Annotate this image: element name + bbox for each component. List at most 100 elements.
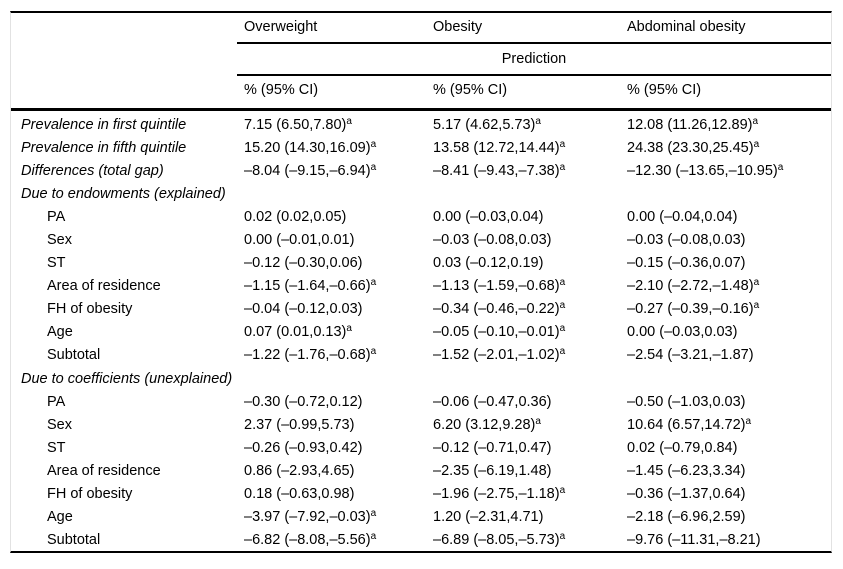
value-cell: 0.86 (–2.93,4.65) <box>244 462 355 479</box>
significance-superscript: a <box>752 116 759 127</box>
significance-superscript: a <box>559 139 566 151</box>
row-label: Area of residence <box>47 462 161 479</box>
col-header-overweight: Overweight <box>237 13 426 44</box>
value-cell: –12.30 (–13.65,–10.95)a <box>627 162 784 180</box>
value-cell: –0.26 (–0.93,0.42) <box>244 439 363 456</box>
value-cell: –0.03 (–0.08,0.03) <box>433 232 552 249</box>
value-cell: 24.38 (23.30,25.45)a <box>627 139 760 157</box>
value-cell: 0.00 (–0.01,0.01) <box>244 232 355 249</box>
significance-superscript: a <box>346 323 352 335</box>
table-row: Age –3.97 (–7.92,–0.03)a 1.20 (–2.31,4.71)… <box>11 506 831 529</box>
row-label: Age <box>47 324 73 341</box>
value-cell: –3.97 (–7.92,–0.03)a <box>244 507 377 525</box>
value-cell: –1.96 (–2.75,–1.18)a <box>433 484 566 502</box>
table-row: ST –0.26 (–0.93,0.42) –0.12 (–0.71,0.47) 0.… <box>11 437 831 460</box>
value-cell: 13.58 (12.72,14.44)a <box>433 139 566 157</box>
header-spacer <box>11 13 237 44</box>
row-label: PA <box>47 209 66 226</box>
value-cell: 0.02 (–0.79,0.84) <box>627 439 738 456</box>
table-row: Due to endowments (explained) <box>11 183 831 206</box>
header-spacer <box>11 76 237 108</box>
row-label: Area of residence <box>47 278 161 295</box>
value-cell: –2.10 (–2.72,–1.48)a <box>627 277 760 295</box>
significance-superscript: a <box>559 277 566 289</box>
row-label: Age <box>47 508 73 525</box>
significance-superscript: a <box>370 530 377 542</box>
table-body: Prevalence in first quintile 7.15 (6.50,7… <box>11 111 831 552</box>
significance-superscript: a <box>559 300 566 312</box>
significance-superscript: a <box>753 139 760 151</box>
value-cell: 2.37 (–0.99,5.73) <box>244 416 355 433</box>
row-label: Prevalence in first quintile <box>21 117 187 133</box>
value-cell: –1.15 (–1.64,–0.66)a <box>244 277 377 295</box>
value-cell: 6.20 (3.12,9.28)a <box>433 415 541 433</box>
table-row: ST –0.12 (–0.30,0.06) 0.03 (–0.12,0.19) –0.… <box>11 252 831 275</box>
value-cell: 0.03 (–0.12,0.19) <box>433 255 544 272</box>
table-row: Sex 2.37 (–0.99,5.73) 6.20 (3.12,9.28)a 10.… <box>11 414 831 437</box>
row-label: Subtotal <box>47 531 101 548</box>
table-row: Area of residence –1.15 (–1.64,–0.66)a –1.… <box>11 275 831 298</box>
value-cell: –0.27 (–0.39,–0.16)a <box>627 300 760 318</box>
value-cell: –2.18 (–6.96,2.59) <box>627 508 746 525</box>
value-cell: –0.05 (–0.10,–0.01)a <box>433 323 566 341</box>
value-cell: –1.22 (–1.76,–0.68)a <box>244 346 377 364</box>
value-cell: 0.00 (–0.03,0.04) <box>433 209 544 226</box>
table-row: Differences (total gap) –8.04 (–9.15,–6.9… <box>11 160 831 183</box>
value-cell: 5.17 (4.62,5.73)a <box>433 116 541 134</box>
significance-superscript: a <box>370 507 377 519</box>
significance-superscript: a <box>777 162 784 174</box>
value-cell: –0.03 (–0.08,0.03) <box>627 232 746 249</box>
significance-superscript: a <box>559 530 566 542</box>
value-cell: –1.52 (–2.01,–1.02)a <box>433 346 566 364</box>
significance-superscript: a <box>559 346 566 358</box>
significance-superscript: a <box>753 300 760 312</box>
table-row: Sex 0.00 (–0.01,0.01) –0.03 (–0.08,0.03) –0… <box>11 229 831 252</box>
row-label: Due to coefficients (unexplained) <box>21 370 233 387</box>
value-cell: –8.41 (–9.43,–7.38)a <box>433 162 566 180</box>
value-cell: –6.82 (–8.08,–5.56)a <box>244 530 377 548</box>
significance-superscript: a <box>535 415 541 427</box>
outcome-header-row: Overweight Obesity Abdominal obesity <box>11 13 831 44</box>
value-cell: –0.30 (–0.72,0.12) <box>244 393 363 410</box>
significance-superscript: a <box>370 139 377 151</box>
table-row: Prevalence in fifth quintile 15.20 (14.30… <box>11 137 831 160</box>
significance-superscript: a <box>346 116 352 127</box>
table-row: FH of obesity –0.04 (–0.12,0.03) –0.34 (–0… <box>11 298 831 321</box>
significance-superscript: a <box>559 323 566 335</box>
table-row: PA 0.02 (0.02,0.05) 0.00 (–0.03,0.04) 0.00 … <box>11 206 831 229</box>
row-label: Due to endowments (explained) <box>21 186 226 203</box>
significance-superscript: a <box>559 484 566 496</box>
significance-superscript: a <box>370 346 377 358</box>
value-cell: –1.45 (–6.23,3.34) <box>627 462 746 479</box>
col-header-abdominal-obesity: Abdominal obesity <box>620 13 831 44</box>
ci-header-overweight: % (95% CI) <box>244 82 319 98</box>
prediction-span-header: Prediction <box>237 44 831 76</box>
col-header-obesity: Obesity <box>426 13 620 44</box>
significance-superscript: a <box>535 116 541 127</box>
ci-header-row: % (95% CI) % (95% CI) % (95% CI) <box>11 76 831 111</box>
value-cell: 12.08 (11.26,12.89)a <box>627 116 759 134</box>
ci-header-obesity: % (95% CI) <box>433 82 508 98</box>
value-cell: –2.54 (–3.21,–1.87) <box>627 347 754 364</box>
row-label: FH of obesity <box>47 485 133 502</box>
value-cell: –8.04 (–9.15,–6.94)a <box>244 162 377 180</box>
value-cell: 0.00 (–0.03,0.03) <box>627 324 738 341</box>
header-spacer <box>11 44 237 76</box>
value-cell: –0.15 (–0.36,0.07) <box>627 255 746 272</box>
row-label: FH of obesity <box>47 301 133 318</box>
value-cell: 0.00 (–0.04,0.04) <box>627 209 738 226</box>
significance-superscript: a <box>753 277 760 289</box>
table-row: Due to coefficients (unexplained) <box>11 368 831 391</box>
value-cell: –0.06 (–0.47,0.36) <box>433 393 552 410</box>
value-cell: –0.34 (–0.46,–0.22)a <box>433 300 566 318</box>
row-label: PA <box>47 393 66 410</box>
value-cell: –0.04 (–0.12,0.03) <box>244 301 363 318</box>
table-row: PA –0.30 (–0.72,0.12) –0.06 (–0.47,0.36) –0… <box>11 391 831 414</box>
value-cell: –9.76 (–11.31,–8.21) <box>627 531 761 548</box>
value-cell: –1.13 (–1.59,–0.68)a <box>433 277 566 295</box>
row-label: ST <box>47 439 66 456</box>
value-cell: –2.35 (–6.19,1.48) <box>433 462 552 479</box>
table-row: Subtotal –1.22 (–1.76,–0.68)a –1.52 (–2.01… <box>11 344 831 367</box>
significance-superscript: a <box>370 277 377 289</box>
row-label: Prevalence in fifth quintile <box>21 140 187 157</box>
